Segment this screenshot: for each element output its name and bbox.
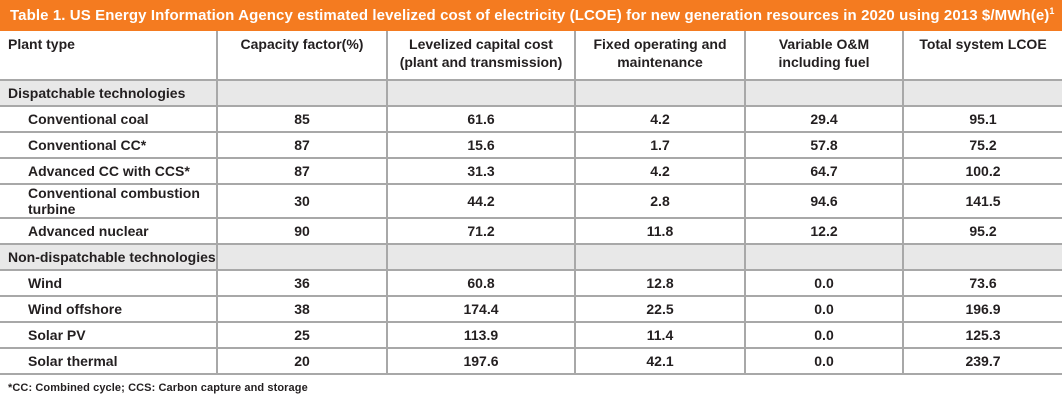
- cell-plant-type: Conventional combustion turbine: [0, 184, 218, 219]
- table-title: Table 1. US Energy Information Agency es…: [10, 6, 1055, 25]
- cell-total-lcoe: 141.5: [903, 184, 1062, 219]
- cell-total-lcoe: 125.3: [903, 322, 1062, 349]
- cell-fixed-om: 22.5: [575, 296, 746, 323]
- table-title-footnote-marker: 1: [1049, 6, 1055, 16]
- cell-capacity-factor: 20: [217, 348, 388, 375]
- cell-total-lcoe: 100.2: [903, 158, 1062, 185]
- cell-variable-om: 0.0: [745, 322, 904, 349]
- table-row: Advanced nuclear 90 71.2 11.8 12.2 95.2: [0, 218, 1062, 245]
- cell-fixed-om: 11.8: [575, 218, 746, 245]
- cell-plant-type: Solar PV: [0, 322, 218, 349]
- cell-total-lcoe: 75.2: [903, 132, 1062, 159]
- cell-plant-type: Solar thermal: [0, 348, 218, 375]
- col-header-capacity-factor: Capacity factor(%): [217, 31, 388, 81]
- cell-plant-type: Conventional coal: [0, 106, 218, 133]
- cell-fixed-om: 2.8: [575, 184, 746, 219]
- cell-capital-cost: 15.6: [387, 132, 576, 159]
- cell-capital-cost: 60.8: [387, 270, 576, 297]
- cell-capital-cost: 44.2: [387, 184, 576, 219]
- cell-capacity-factor: 85: [217, 106, 388, 133]
- cell-total-lcoe: 73.6: [903, 270, 1062, 297]
- cell-fixed-om: 42.1: [575, 348, 746, 375]
- cell-fixed-om: 11.4: [575, 322, 746, 349]
- cell-total-lcoe: 95.1: [903, 106, 1062, 133]
- col-header-fixed-om: Fixed operating and maintenance: [575, 31, 746, 81]
- table-title-text: Table 1. US Energy Information Agency es…: [10, 7, 1050, 24]
- cell-variable-om: 64.7: [745, 158, 904, 185]
- cell-plant-type: Wind offshore: [0, 296, 218, 323]
- cell-fixed-om: 4.2: [575, 106, 746, 133]
- table-row: Conventional coal 85 61.6 4.2 29.4 95.1: [0, 106, 1062, 133]
- section-label: Dispatchable technologies: [0, 80, 218, 107]
- section-row-non-dispatchable: Non-dispatchable technologies: [0, 244, 1062, 271]
- cell-capacity-factor: 90: [217, 218, 388, 245]
- cell-capacity-factor: 87: [217, 158, 388, 185]
- cell-capital-cost: 197.6: [387, 348, 576, 375]
- cell-fixed-om: 1.7: [575, 132, 746, 159]
- cell-capital-cost: 113.9: [387, 322, 576, 349]
- section-label: Non-dispatchable technologies: [0, 244, 218, 271]
- table-row: Conventional CC* 87 15.6 1.7 57.8 75.2: [0, 132, 1062, 159]
- table-footnote: *CC: Combined cycle; CCS: Carbon capture…: [8, 382, 308, 394]
- cell-plant-type: Wind: [0, 270, 218, 297]
- cell-plant-type: Advanced nuclear: [0, 218, 218, 245]
- table-header: Plant type Capacity factor(%) Levelized …: [0, 31, 1062, 81]
- cell-variable-om: 0.0: [745, 270, 904, 297]
- table-row: Wind offshore 38 174.4 22.5 0.0 196.9: [0, 296, 1062, 323]
- table-row: Solar thermal 20 197.6 42.1 0.0 239.7: [0, 348, 1062, 375]
- col-header-plant-type: Plant type: [0, 31, 218, 81]
- cell-total-lcoe: 196.9: [903, 296, 1062, 323]
- cell-fixed-om: 4.2: [575, 158, 746, 185]
- cell-capacity-factor: 30: [217, 184, 388, 219]
- cell-capital-cost: 174.4: [387, 296, 576, 323]
- cell-variable-om: 29.4: [745, 106, 904, 133]
- cell-capital-cost: 71.2: [387, 218, 576, 245]
- cell-capacity-factor: 38: [217, 296, 388, 323]
- cell-capacity-factor: 87: [217, 132, 388, 159]
- cell-variable-om: 94.6: [745, 184, 904, 219]
- cell-variable-om: 12.2: [745, 218, 904, 245]
- col-header-variable-om: Variable O&M including fuel: [745, 31, 904, 81]
- table-row: Conventional combustion turbine 30 44.2 …: [0, 184, 1062, 219]
- cell-variable-om: 57.8: [745, 132, 904, 159]
- table-title-bar: Table 1. US Energy Information Agency es…: [0, 0, 1062, 31]
- cell-capital-cost: 61.6: [387, 106, 576, 133]
- table-row: Solar PV 25 113.9 11.4 0.0 125.3: [0, 322, 1062, 349]
- cell-capital-cost: 31.3: [387, 158, 576, 185]
- cell-capacity-factor: 25: [217, 322, 388, 349]
- header-row: Plant type Capacity factor(%) Levelized …: [0, 31, 1062, 81]
- table-row: Advanced CC with CCS* 87 31.3 4.2 64.7 1…: [0, 158, 1062, 185]
- lcoe-table: Plant type Capacity factor(%) Levelized …: [0, 31, 1062, 375]
- section-row-dispatchable: Dispatchable technologies: [0, 80, 1062, 107]
- cell-total-lcoe: 95.2: [903, 218, 1062, 245]
- cell-total-lcoe: 239.7: [903, 348, 1062, 375]
- cell-plant-type: Conventional CC*: [0, 132, 218, 159]
- cell-fixed-om: 12.8: [575, 270, 746, 297]
- cell-variable-om: 0.0: [745, 348, 904, 375]
- table-row: Wind 36 60.8 12.8 0.0 73.6: [0, 270, 1062, 297]
- cell-variable-om: 0.0: [745, 296, 904, 323]
- cell-capacity-factor: 36: [217, 270, 388, 297]
- cell-plant-type: Advanced CC with CCS*: [0, 158, 218, 185]
- col-header-levelized-capital-cost: Levelized capital cost (plant and transmi…: [387, 31, 576, 81]
- col-header-total-lcoe: Total system LCOE: [903, 31, 1062, 81]
